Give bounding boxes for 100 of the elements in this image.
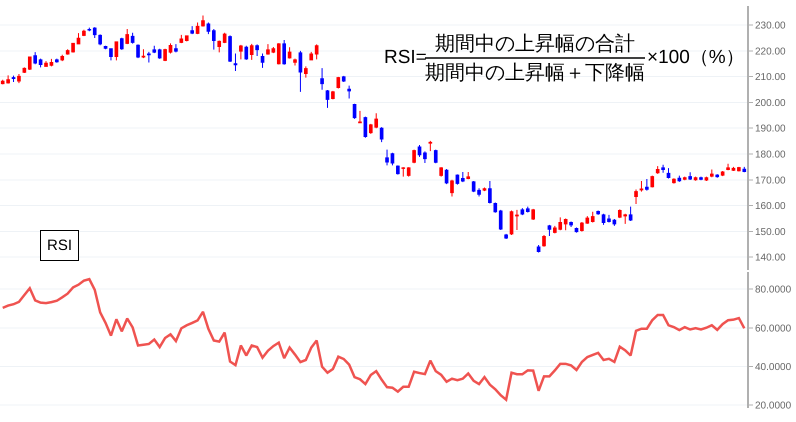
candlestick	[28, 56, 32, 70]
candlestick	[428, 140, 432, 152]
candlestick	[553, 225, 557, 234]
candlestick	[239, 44, 243, 60]
candlestick	[304, 66, 308, 78]
candlestick	[125, 28, 130, 45]
candlestick	[147, 51, 151, 63]
candlestick	[6, 74, 10, 84]
candlestick	[222, 32, 226, 44]
candlestick	[288, 46, 292, 60]
annotation: 期間中の上昇幅＋下降幅	[425, 62, 645, 84]
candlestick	[531, 208, 536, 220]
candlestick	[396, 164, 400, 176]
candlestick	[130, 32, 134, 44]
candlestick	[569, 221, 573, 228]
y-tick-label: 60.0000	[755, 323, 792, 334]
candlestick	[255, 44, 259, 57]
candlestick	[82, 29, 86, 37]
candlestick	[206, 22, 210, 35]
y-tick-label: 140.00	[755, 252, 786, 264]
candlestick	[526, 206, 530, 214]
candlestick	[412, 149, 416, 164]
candlestick	[585, 216, 590, 224]
candlestick	[434, 149, 438, 164]
candlestick	[180, 34, 184, 44]
candlestick	[590, 211, 595, 224]
candlestick	[558, 216, 562, 231]
candlestick	[699, 176, 703, 181]
candlestick	[184, 34, 189, 42]
candlestick	[564, 218, 568, 231]
candlestick	[710, 168, 714, 178]
annotation: RSI	[47, 237, 72, 254]
candlestick	[364, 116, 368, 138]
y-tick-label: 220.00	[755, 46, 786, 58]
candlestick	[282, 40, 286, 66]
candlestick	[688, 172, 692, 181]
candlestick	[456, 174, 460, 186]
candlestick	[694, 176, 698, 182]
candlestick	[466, 172, 470, 180]
candlestick	[482, 187, 486, 192]
candlestick	[260, 52, 264, 68]
candlestick	[548, 224, 552, 236]
y-tick-label: 230.00	[755, 20, 786, 32]
candlestick	[358, 110, 362, 124]
candlestick	[623, 213, 628, 224]
candlestick	[276, 42, 281, 66]
candlestick	[380, 126, 384, 143]
candlestick	[136, 44, 140, 59]
candlestick	[498, 209, 503, 231]
annotation: 期間中の上昇幅の合計	[435, 33, 635, 55]
candlestick	[234, 52, 238, 72]
candlestick	[92, 26, 97, 38]
candlestick	[704, 176, 708, 182]
candlestick	[682, 176, 687, 181]
candlestick	[336, 76, 340, 89]
candlestick	[488, 180, 492, 204]
candlestick	[87, 27, 92, 32]
candlestick	[640, 180, 644, 192]
y-tick-label: 160.00	[755, 201, 786, 212]
candlestick	[212, 28, 216, 50]
candlestick	[542, 234, 546, 248]
candlestick	[120, 37, 124, 50]
y-tick-label: 170.00	[755, 175, 786, 186]
candlestick	[368, 123, 373, 134]
candlestick	[720, 170, 724, 177]
candlestick	[596, 210, 600, 216]
candlestick	[17, 74, 21, 84]
candlestick	[450, 179, 454, 198]
candlestick	[352, 103, 356, 120]
y-tick-label: 80.0000	[755, 284, 792, 296]
candlestick	[244, 45, 248, 60]
candlestick	[342, 75, 346, 83]
y-tick-label: 210.00	[755, 72, 786, 84]
annotation: ×100（%）	[647, 47, 745, 68]
y-tick-label: 20.0000	[755, 400, 792, 412]
candlestick	[314, 44, 318, 60]
candlestick	[228, 34, 232, 62]
candlestick	[174, 44, 178, 53]
candlestick	[439, 166, 443, 178]
candlestick	[190, 26, 194, 35]
candlestick	[293, 58, 297, 66]
candlestick	[152, 45, 156, 54]
candlestick	[217, 40, 222, 53]
y-tick-label: 200.00	[755, 98, 786, 109]
candlestick	[320, 68, 324, 90]
candlestick	[504, 233, 508, 240]
candlestick	[536, 244, 540, 253]
candlestick	[33, 52, 38, 65]
candlestick	[0, 79, 5, 85]
candlestick	[374, 112, 378, 129]
annotation: RSI=	[384, 47, 427, 68]
candlestick	[401, 166, 406, 178]
candlestick	[672, 178, 676, 184]
candlestick	[460, 172, 465, 183]
candlestick	[661, 164, 665, 174]
candlestick	[60, 54, 64, 62]
candlestick	[38, 58, 42, 68]
candlestick	[142, 48, 146, 59]
candlestick	[715, 174, 720, 178]
candlestick	[628, 206, 632, 222]
